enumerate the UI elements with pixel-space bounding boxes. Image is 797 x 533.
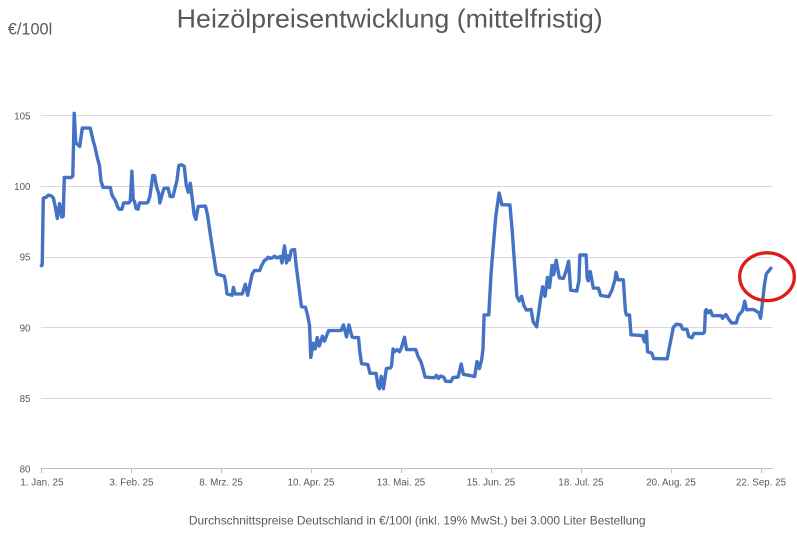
svg-text:15. Jun. 25: 15. Jun. 25 — [467, 478, 516, 489]
svg-text:90: 90 — [20, 323, 31, 334]
svg-text:8. Mrz. 25: 8. Mrz. 25 — [199, 478, 243, 489]
svg-text:95: 95 — [20, 253, 31, 264]
svg-text:100: 100 — [14, 182, 31, 193]
svg-text:Heizölpreisentwicklung (mittel: Heizölpreisentwicklung (mittelfristig) — [177, 3, 603, 33]
svg-text:3. Feb. 25: 3. Feb. 25 — [109, 478, 154, 489]
svg-text:85: 85 — [20, 394, 31, 405]
svg-text:20. Aug. 25: 20. Aug. 25 — [646, 478, 696, 489]
svg-text:80: 80 — [20, 464, 31, 475]
svg-text:1. Jan. 25: 1. Jan. 25 — [20, 478, 64, 489]
svg-text:13. Mai. 25: 13. Mai. 25 — [377, 478, 426, 489]
svg-text:Durchschnittspreise Deutschlan: Durchschnittspreise Deutschland in €/100… — [189, 514, 646, 528]
svg-text:18. Jul. 25: 18. Jul. 25 — [558, 478, 604, 489]
svg-text:22. Sep. 25: 22. Sep. 25 — [736, 478, 787, 489]
svg-text:10. Apr. 25: 10. Apr. 25 — [288, 478, 335, 489]
svg-text:€/100l: €/100l — [8, 20, 52, 39]
svg-text:105: 105 — [14, 111, 31, 122]
